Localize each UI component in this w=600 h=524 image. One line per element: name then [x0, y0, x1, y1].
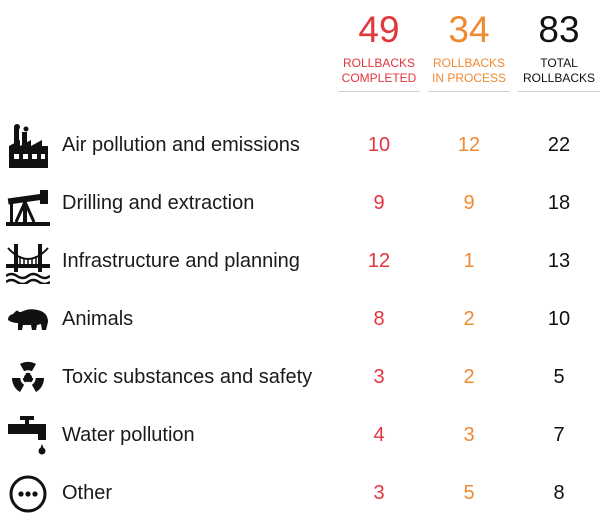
table-row-drilling: Drilling and extraction 9 9 18 — [0, 174, 600, 232]
table-row-toxic: Toxic substances and safety 3 2 5 — [0, 348, 600, 406]
row-label: Toxic substances and safety — [62, 366, 313, 388]
row-label: Animals — [62, 308, 134, 330]
completed-value: 8 — [373, 308, 385, 330]
completed-total: 49 — [358, 9, 400, 50]
total-rollbacks: 83 — [538, 9, 580, 50]
total-value: 8 — [553, 482, 565, 504]
in-process-value: 1 — [463, 250, 475, 272]
completed-value: 9 — [373, 192, 385, 214]
total-header-divider — [518, 91, 600, 92]
in-process-label: ROLLBACKS IN PROCESS — [426, 56, 512, 86]
completed-value: 10 — [367, 134, 391, 156]
table-row-air-pollution: Air pollution and emissions 10 12 22 — [0, 116, 600, 174]
total-value: 10 — [547, 308, 571, 330]
total-value: 13 — [547, 250, 571, 272]
completed-value: 3 — [373, 482, 385, 504]
total-value: 7 — [553, 424, 565, 446]
bridge-icon — [6, 240, 50, 284]
row-label: Air pollution and emissions — [62, 134, 300, 156]
total-label-line1: TOTAL — [540, 56, 578, 70]
oil-pump-icon — [6, 182, 50, 226]
bear-icon — [6, 298, 50, 342]
in-process-label-line1: ROLLBACKS — [432, 56, 506, 70]
ellipsis-circle-icon — [6, 472, 50, 516]
in-process-value: 3 — [463, 424, 475, 446]
table-row-other: Other 3 5 8 — [0, 464, 600, 522]
in-process-header-divider — [428, 91, 510, 92]
row-label: Infrastructure and planning — [62, 250, 300, 272]
in-process-total: 34 — [448, 9, 490, 50]
in-process-label-line2: IN PROCESS — [431, 71, 506, 85]
total-value: 5 — [553, 366, 565, 388]
completed-value: 3 — [373, 366, 385, 388]
completed-label-line1: ROLLBACKS — [342, 56, 416, 70]
completed-label-line2: COMPLETED — [341, 71, 417, 85]
factory-icon — [6, 124, 50, 168]
total-value: 22 — [547, 134, 571, 156]
row-label: Water pollution — [62, 424, 195, 446]
table-row-water: Water pollution 4 3 7 — [0, 406, 600, 464]
table-row-animals: Animals 8 2 10 — [0, 290, 600, 348]
in-process-value: 5 — [463, 482, 475, 504]
in-process-value: 9 — [463, 192, 475, 214]
total-label: TOTAL ROLLBACKS — [516, 56, 600, 86]
in-process-value: 2 — [463, 308, 475, 330]
row-label: Drilling and extraction — [62, 192, 255, 214]
total-value: 18 — [547, 192, 571, 214]
in-process-value: 2 — [463, 366, 475, 388]
row-label: Other — [62, 482, 113, 504]
faucet-icon — [6, 414, 50, 458]
completed-label: ROLLBACKS COMPLETED — [336, 56, 422, 86]
in-process-value: 12 — [457, 134, 481, 156]
table-row-infrastructure: Infrastructure and planning 12 1 13 — [0, 232, 600, 290]
completed-header-divider — [338, 91, 420, 92]
total-label-line2: ROLLBACKS — [522, 71, 596, 85]
completed-value: 4 — [373, 424, 385, 446]
radiation-icon — [6, 356, 50, 400]
completed-value: 12 — [367, 250, 391, 272]
